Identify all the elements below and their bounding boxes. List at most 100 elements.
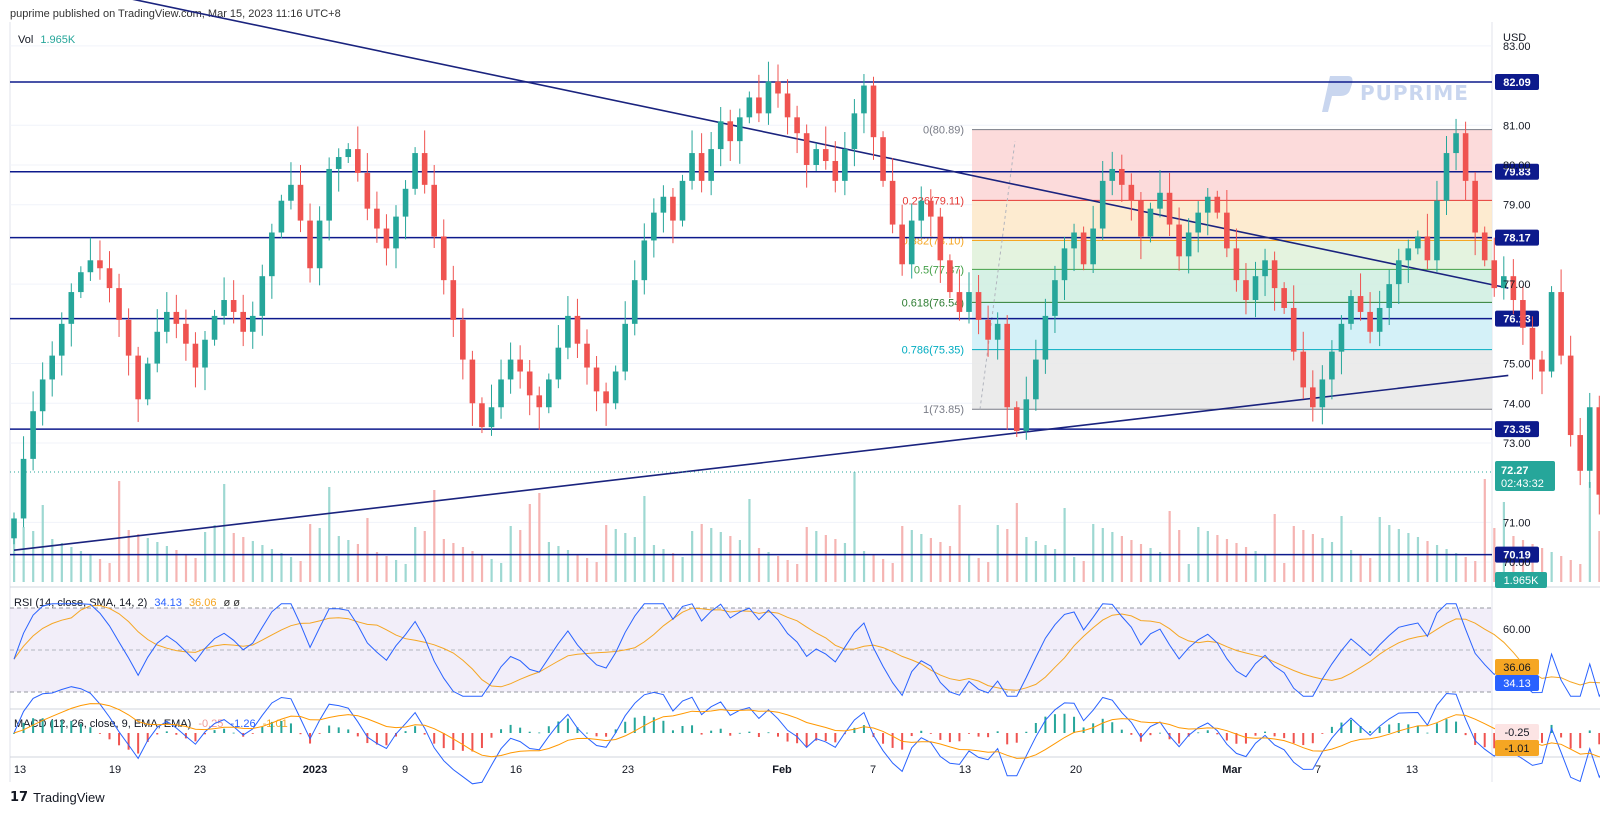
candle-body — [87, 260, 94, 273]
candle-body — [928, 200, 934, 217]
last-price-countdown: 02:43:32 — [1501, 478, 1544, 490]
macd-signal-tag-label: -1.01 — [1504, 743, 1529, 755]
volume-bar — [280, 553, 283, 582]
macd-legend[interactable]: MACD (12, 26, close, 9, EMA, EMA) -0.25 … — [14, 718, 288, 730]
macd-histogram-bar — [662, 720, 665, 733]
macd-histogram-bar — [767, 732, 770, 734]
candle-body — [784, 93, 791, 118]
macd-histogram-bar — [1321, 733, 1324, 734]
macd-histogram-bar — [1579, 733, 1582, 749]
last-price-tag — [1495, 460, 1555, 491]
macd-histogram-bar — [395, 733, 397, 737]
volume-bar — [643, 496, 646, 582]
candle-body — [135, 355, 141, 400]
macd-histogram-bar — [375, 733, 378, 745]
candle-body — [1176, 224, 1182, 257]
macd-histogram-bar — [1483, 733, 1486, 748]
volume-bar — [356, 544, 359, 582]
volume-bar — [1015, 503, 1018, 582]
macd-histogram-bar — [366, 733, 369, 744]
macd-histogram-bar — [318, 733, 321, 734]
candle-body — [1443, 153, 1450, 201]
publish-header: puprime published on TradingView.com, Ma… — [10, 8, 341, 20]
macd-histogram-bar — [1435, 723, 1438, 733]
volume-bar — [681, 557, 684, 582]
candle-body — [1577, 435, 1583, 471]
rsi-ma-tag — [1495, 659, 1539, 675]
volume-bar — [595, 562, 598, 582]
fib-zone — [972, 349, 1492, 410]
volume-bar — [1159, 552, 1162, 582]
volume-bar — [519, 530, 522, 582]
candle-body — [956, 292, 963, 312]
price-axis-tick: 73.00 — [1503, 438, 1531, 450]
macd-hist-tag-label: -0.25 — [1504, 727, 1529, 739]
rsi-band — [10, 608, 1492, 692]
rsi-ma-line — [13, 604, 1600, 691]
candle-body — [202, 339, 208, 368]
volume-bar — [1483, 479, 1486, 582]
tradingview-logo-icon: 17 — [10, 790, 29, 805]
candle-body — [593, 367, 600, 392]
volume-legend[interactable]: Vol 1.965K — [18, 34, 75, 46]
volume-bar — [299, 561, 302, 582]
macd-histogram-bar — [108, 733, 111, 740]
macd-histogram-bar — [1292, 733, 1295, 744]
macd-histogram-bar — [1560, 733, 1563, 738]
rsi-legend[interactable]: RSI (14, close, SMA, 14, 2) 34.13 36.06 … — [14, 597, 240, 609]
macd-histogram-bar — [1149, 733, 1152, 736]
candle-body — [1367, 311, 1373, 332]
fib-level-label: 0.5(77.37) — [914, 264, 964, 276]
candle-body — [1348, 296, 1354, 324]
volume-bar — [423, 531, 426, 582]
macd-histogram-bar — [1464, 733, 1467, 736]
macd-histogram-bar — [299, 733, 302, 735]
volume-bar — [213, 525, 216, 582]
volume-bar — [1283, 563, 1286, 582]
fib-zone — [972, 269, 1492, 303]
volume-bar — [748, 499, 751, 582]
macd-histogram-bar — [356, 733, 359, 737]
macd-histogram-bar — [118, 733, 121, 746]
volume-bar — [691, 531, 694, 582]
candle-body — [1300, 351, 1307, 388]
macd-histogram-bar — [1206, 730, 1209, 733]
candle-body — [536, 395, 543, 408]
candle-body — [240, 311, 246, 332]
candle-body — [546, 379, 552, 408]
macd-histogram-bar — [1063, 713, 1066, 733]
candle-body — [1166, 192, 1173, 225]
volume-bar — [939, 542, 942, 582]
volume-bar — [1464, 557, 1467, 582]
candle-body — [641, 240, 648, 281]
volume-bar — [433, 490, 436, 582]
macd-histogram-bar — [1350, 719, 1352, 733]
candle-body — [1271, 260, 1278, 289]
macd-histogram-bar — [777, 733, 779, 737]
volume-bar — [710, 528, 713, 582]
candle-body — [1386, 284, 1392, 308]
fib-anchor-line — [979, 141, 1016, 410]
candle-body — [106, 268, 113, 289]
volume-bar — [1292, 526, 1295, 582]
macd-histogram-bar — [471, 733, 474, 752]
time-axis-tick: 13 — [1406, 764, 1418, 776]
volume-bar — [1560, 556, 1563, 582]
candle-body — [832, 161, 839, 181]
macd-histogram-bar — [1111, 722, 1114, 733]
volume-bar — [987, 562, 990, 582]
tradingview-logo[interactable]: 17 TradingView — [10, 790, 105, 805]
candle-body — [1319, 379, 1326, 408]
macd-histogram-bar — [1082, 727, 1085, 733]
volume-bar — [557, 546, 560, 582]
candle-body — [1262, 260, 1268, 277]
volume-bar — [1120, 536, 1123, 582]
candle-body — [1157, 192, 1163, 209]
candle-body — [947, 260, 953, 293]
volume-bar — [1006, 529, 1009, 582]
candle-body — [1520, 300, 1526, 328]
candle-body — [1128, 184, 1135, 201]
candle-body — [1252, 276, 1259, 301]
volume-bar — [1579, 564, 1582, 582]
